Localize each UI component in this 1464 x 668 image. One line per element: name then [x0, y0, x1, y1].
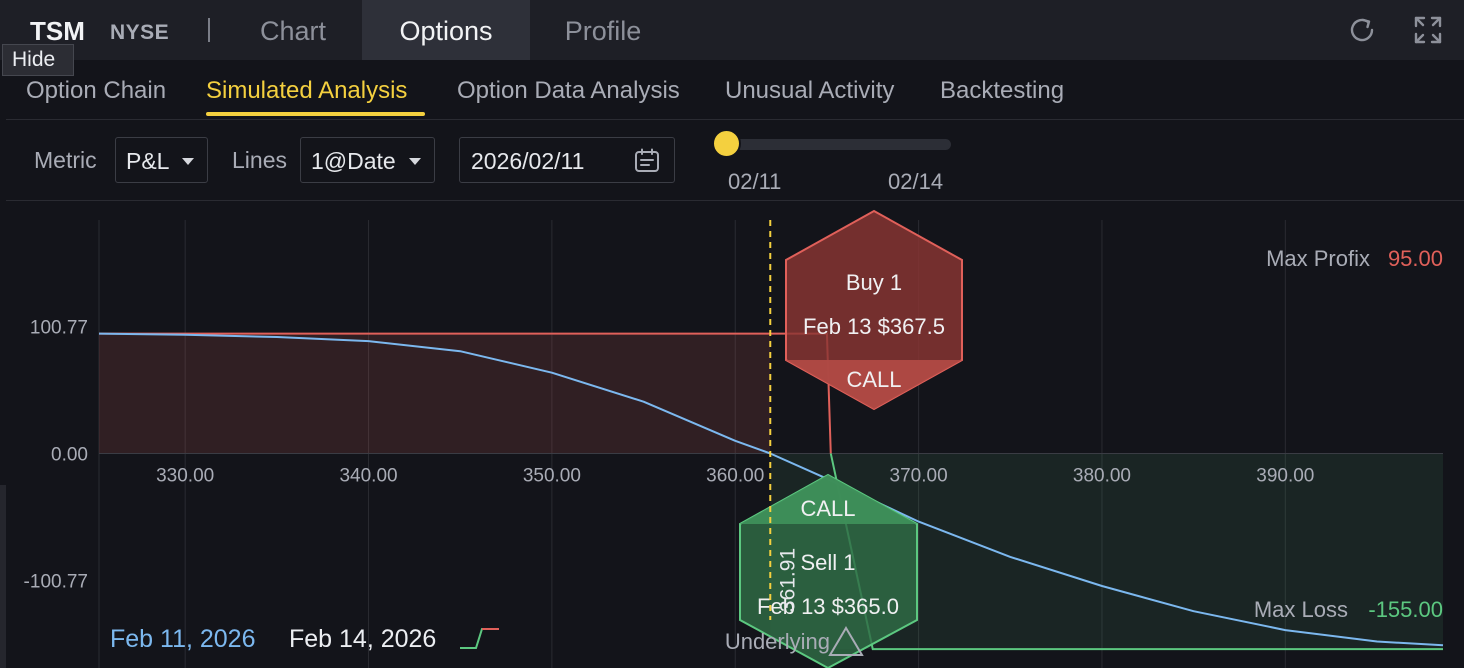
divider [6, 200, 1464, 201]
profit-zone [99, 333, 771, 454]
divider [208, 18, 210, 42]
x-tick-label: 380.00 [1073, 465, 1131, 486]
top-bar: TSM NYSE Chart Options Profile [0, 0, 1464, 60]
buy-leg-detail: Feb 13 $367.5 [803, 314, 945, 339]
sell-call-badge[interactable]: CALL Sell 1 Feb 13 $365.0 [739, 473, 918, 668]
expiry-payoff-legend-icon [460, 628, 499, 649]
buy-leg-action: Buy 1 [846, 270, 902, 295]
slider-start-label: 02/11 [728, 169, 782, 194]
exchange-label: NYSE [110, 21, 170, 44]
subtab-backtesting[interactable]: Backtesting [940, 77, 1065, 104]
x-tick-label: 350.00 [523, 465, 581, 486]
refresh-icon[interactable] [1346, 14, 1378, 46]
lines-label: Lines [232, 147, 287, 173]
underlying-triangle-icon[interactable] [828, 626, 864, 656]
lines-value: 1@Date [311, 148, 396, 174]
sell-leg-detail: Feb 13 $365.0 [757, 594, 899, 619]
subtab-unusual-activity[interactable]: Unusual Activity [725, 77, 895, 104]
subtab-option-chain[interactable]: Option Chain [26, 77, 167, 104]
max-loss-value: -155.00 [1368, 597, 1443, 622]
legend-series-date-2[interactable]: Feb 14, 2026 [289, 625, 437, 653]
breakeven-label: 361.91 [776, 548, 799, 612]
buy-call-badge[interactable]: Buy 1 Feb 13 $367.5 CALL [785, 209, 963, 411]
legend-series-date-1[interactable]: Feb 11, 2026 [110, 625, 256, 653]
max-loss-label: Max Loss [1254, 597, 1348, 622]
metric-select[interactable]: P&L [115, 137, 208, 183]
underlying-label: Underlying [725, 629, 830, 654]
chevron-down-icon [182, 158, 194, 165]
tab-options[interactable]: Options [362, 0, 530, 60]
lines-select[interactable]: 1@Date [300, 137, 435, 183]
metric-label: Metric [34, 147, 97, 173]
date-slider-handle[interactable] [712, 129, 741, 158]
divider [6, 119, 1464, 120]
y-tick-label: 0.00 [51, 444, 88, 465]
sell-leg-type: CALL [800, 496, 855, 521]
tab-profile[interactable]: Profile [564, 16, 642, 46]
x-tick-label: 370.00 [890, 465, 948, 486]
subtab-simulated-analysis[interactable]: Simulated Analysis [206, 77, 408, 104]
buy-leg-type: CALL [846, 367, 901, 392]
y-tick-label: -100.77 [24, 572, 88, 593]
date-input[interactable]: 2026/02/11 [459, 137, 675, 183]
max-profit-label: Max Profix [1266, 246, 1370, 271]
tab-chart[interactable]: Chart [259, 16, 327, 46]
slider-end-label: 02/14 [888, 169, 944, 194]
sell-leg-action: Sell 1 [800, 550, 855, 575]
date-slider-track[interactable] [726, 139, 951, 150]
y-tick-label: 100.77 [30, 317, 88, 338]
max-profit-value: 95.00 [1388, 246, 1443, 271]
hide-tooltip[interactable]: Hide [2, 44, 74, 76]
fullscreen-icon[interactable] [1412, 14, 1444, 46]
x-tick-label: 360.00 [706, 465, 764, 486]
active-tab-indicator [206, 112, 425, 116]
chevron-down-icon [409, 158, 421, 165]
metric-value: P&L [126, 148, 170, 174]
x-tick-label: 340.00 [339, 465, 397, 486]
calendar-icon[interactable] [634, 148, 660, 174]
date-value: 2026/02/11 [471, 148, 585, 174]
x-tick-label: 390.00 [1256, 465, 1314, 486]
subtab-option-data-analysis[interactable]: Option Data Analysis [457, 77, 680, 104]
side-handle[interactable] [0, 485, 6, 668]
x-tick-label: 330.00 [156, 465, 214, 486]
ticker-symbol: TSM [30, 16, 85, 46]
